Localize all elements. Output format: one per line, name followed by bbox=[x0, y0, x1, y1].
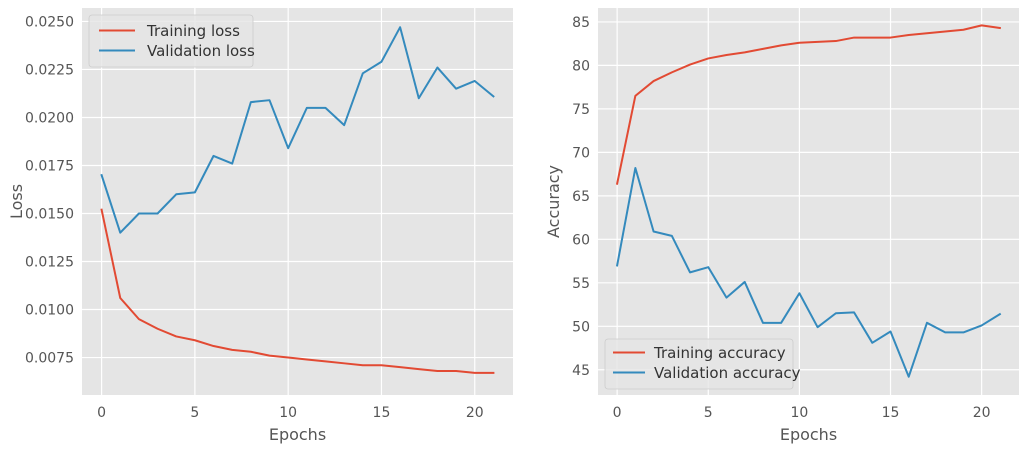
accuracy-ytick-label: 70 bbox=[572, 145, 590, 161]
loss-ytick-labels: 0.0075 0.0100 0.0125 0.0150 0.0175 0.0200 0.02… bbox=[25, 14, 74, 366]
accuracy-legend: Training accuracy Validation accuracy bbox=[604, 338, 801, 390]
accuracy-ytick-labels: 45 50 55 60 65 70 75 80 85 bbox=[572, 15, 590, 379]
loss-xtick-label: 20 bbox=[466, 405, 484, 421]
accuracy-grid-y bbox=[598, 21, 1019, 371]
loss-x-axis-label: Epochs bbox=[269, 425, 326, 444]
loss-grid-x bbox=[100, 8, 476, 395]
accuracy-ytick-label: 75 bbox=[572, 102, 590, 118]
accuracy-xtick-label: 5 bbox=[704, 405, 713, 421]
accuracy-plot-area bbox=[598, 8, 1019, 395]
loss-ytick-label: 0.0175 bbox=[25, 158, 74, 174]
accuracy-ytick-label: 50 bbox=[572, 319, 590, 335]
loss-legend-box bbox=[88, 14, 254, 68]
loss-legend: Training loss Validation loss bbox=[88, 14, 255, 68]
accuracy-series bbox=[615, 24, 1002, 378]
loss-ytick-label: 0.0075 bbox=[25, 351, 74, 367]
accuracy-y-axis-label: Accuracy bbox=[544, 165, 563, 238]
loss-ytick-label: 0.0250 bbox=[25, 14, 74, 30]
accuracy-ytick-label: 60 bbox=[572, 232, 590, 248]
loss-xtick-label: 10 bbox=[279, 405, 297, 421]
loss-xtick-label: 5 bbox=[190, 405, 199, 421]
series-line-validation-accuracy bbox=[615, 167, 1002, 378]
loss-chart: 0 5 10 15 20 0.00750.01000.01250.01500.01750… bbox=[7, 8, 513, 444]
accuracy-xtick-label: 0 bbox=[613, 405, 622, 421]
loss-ytick-label: 0.0150 bbox=[25, 207, 74, 223]
loss-ytick-label: 0.0200 bbox=[25, 110, 74, 126]
accuracy-ytick-label: 85 bbox=[572, 15, 590, 31]
series-line-training-loss bbox=[100, 208, 495, 374]
loss-xtick-label: 0 bbox=[97, 405, 106, 421]
loss-ytick-label: 0.0125 bbox=[25, 255, 74, 271]
accuracy-xtick-label: 10 bbox=[790, 405, 808, 421]
accuracy-chart: 0 5 10 15 20 45 50 55 60 65 70 75 80 85 Epochs Accur… bbox=[544, 8, 1019, 444]
legend-label-validation-accuracy: Validation accuracy bbox=[654, 364, 801, 382]
loss-series bbox=[100, 26, 495, 374]
loss-ytick-label: 0.0225 bbox=[25, 62, 74, 78]
loss-ytick-label: 0.0100 bbox=[25, 303, 74, 319]
accuracy-xtick-label: 15 bbox=[882, 405, 900, 421]
accuracy-ytick-label: 45 bbox=[572, 363, 590, 379]
loss-xtick-labels: 0 5 10 15 20 bbox=[97, 405, 484, 421]
accuracy-xtick-labels: 0 5 10 15 20 bbox=[613, 405, 991, 421]
series-line-validation-loss bbox=[100, 26, 495, 234]
accuracy-ytick-label: 55 bbox=[572, 276, 590, 292]
series-line-training-accuracy bbox=[615, 24, 1001, 185]
loss-y-axis-label: Loss bbox=[7, 184, 26, 219]
legend-label-validation-loss: Validation loss bbox=[147, 42, 255, 60]
legend-label-training-accuracy: Training accuracy bbox=[653, 344, 786, 362]
legend-label-training-loss: Training loss bbox=[146, 22, 240, 40]
accuracy-legend-box bbox=[604, 338, 794, 390]
accuracy-xtick-label: 20 bbox=[973, 405, 991, 421]
accuracy-x-axis-label: Epochs bbox=[780, 425, 837, 444]
accuracy-grid-x bbox=[616, 8, 983, 395]
loss-xtick-label: 15 bbox=[373, 405, 391, 421]
accuracy-ytick-label: 80 bbox=[572, 58, 590, 74]
accuracy-ytick-label: 65 bbox=[572, 189, 590, 205]
